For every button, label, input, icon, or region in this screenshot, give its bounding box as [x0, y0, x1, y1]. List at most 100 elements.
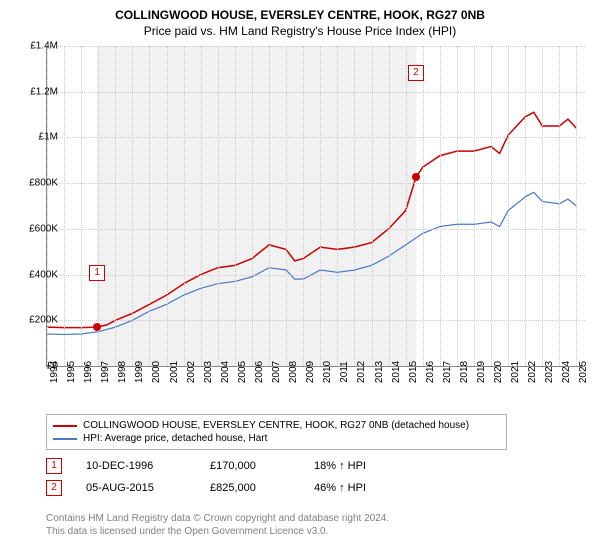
event-price: £170,000 — [210, 460, 290, 472]
x-axis-label: 2002 — [186, 361, 197, 383]
event-row: 2 05-AUG-2015 £825,000 46% ↑ HPI — [46, 480, 366, 496]
y-axis-label: £1.4M — [18, 41, 58, 52]
gridline-v — [303, 46, 304, 366]
gridline-v — [167, 46, 168, 366]
gridline-v — [269, 46, 270, 366]
legend-item: COLLINGWOOD HOUSE, EVERSLEY CENTRE, HOOK… — [53, 419, 500, 432]
legend-label: HPI: Average price, detached house, Hart — [83, 433, 267, 444]
y-axis-label: £200K — [18, 315, 58, 326]
event-marker-badge: 1 — [46, 458, 62, 474]
gridline-v — [440, 46, 441, 366]
x-axis-label: 2013 — [374, 361, 385, 383]
gridline-v — [132, 46, 133, 366]
y-axis-label: £600K — [18, 223, 58, 234]
gridline-v — [252, 46, 253, 366]
gridline-v — [149, 46, 150, 366]
gridline-v — [218, 46, 219, 366]
event-note: 18% ↑ HPI — [314, 460, 366, 472]
x-axis-label: 1996 — [83, 361, 94, 383]
gridline-v — [337, 46, 338, 366]
legend-label: COLLINGWOOD HOUSE, EVERSLEY CENTRE, HOOK… — [83, 420, 469, 431]
x-axis-label: 2019 — [476, 361, 487, 383]
plot-area: 12 — [46, 46, 585, 367]
x-axis-label: 2014 — [391, 361, 402, 383]
footer-line-2: This data is licensed under the Open Gov… — [46, 525, 389, 538]
x-axis-label: 2021 — [510, 361, 521, 383]
title-line-2: Price paid vs. HM Land Registry's House … — [0, 22, 600, 38]
gridline-v — [389, 46, 390, 366]
x-axis-label: 2018 — [459, 361, 470, 383]
gridline-v — [64, 46, 65, 366]
x-axis-label: 2012 — [356, 361, 367, 383]
title-line-1: COLLINGWOOD HOUSE, EVERSLEY CENTRE, HOOK… — [0, 0, 600, 22]
gridline-h — [47, 275, 585, 276]
x-axis-label: 2015 — [408, 361, 419, 383]
legend-box: COLLINGWOOD HOUSE, EVERSLEY CENTRE, HOOK… — [46, 414, 507, 450]
x-axis-label: 2024 — [561, 361, 572, 383]
x-axis-label: 2005 — [237, 361, 248, 383]
y-axis-label: £1M — [18, 132, 58, 143]
event-date: 05-AUG-2015 — [86, 482, 186, 494]
legend-swatch — [53, 425, 77, 427]
x-axis-label: 2001 — [169, 361, 180, 383]
gridline-v — [457, 46, 458, 366]
x-axis-label: 2025 — [578, 361, 589, 383]
marker-badge: 2 — [408, 65, 424, 81]
event-row: 1 10-DEC-1996 £170,000 18% ↑ HPI — [46, 458, 366, 474]
events-table: 1 10-DEC-1996 £170,000 18% ↑ HPI 2 05-AU… — [46, 458, 366, 502]
legend-swatch — [53, 438, 77, 440]
gridline-v — [235, 46, 236, 366]
x-axis-label: 2000 — [151, 361, 162, 383]
gridline-v — [81, 46, 82, 366]
x-axis-label: 1994 — [49, 361, 60, 383]
gridline-v — [406, 46, 407, 366]
gridline-v — [491, 46, 492, 366]
x-axis-label: 2022 — [527, 361, 538, 383]
event-marker-badge: 2 — [46, 480, 62, 496]
x-axis-label: 1999 — [134, 361, 145, 383]
x-axis-label: 1997 — [100, 361, 111, 383]
gridline-v — [542, 46, 543, 366]
gridline-v — [508, 46, 509, 366]
gridline-h — [47, 229, 585, 230]
footer-attribution: Contains HM Land Registry data © Crown c… — [46, 512, 389, 538]
x-axis-label: 2009 — [305, 361, 316, 383]
gridline-v — [98, 46, 99, 366]
x-axis-label: 2007 — [271, 361, 282, 383]
gridline-v — [354, 46, 355, 366]
gridline-v — [372, 46, 373, 366]
gridline-v — [201, 46, 202, 366]
gridline-v — [474, 46, 475, 366]
chart-container: COLLINGWOOD HOUSE, EVERSLEY CENTRE, HOOK… — [0, 0, 600, 560]
x-axis-label: 2011 — [339, 361, 350, 383]
gridline-h — [47, 46, 585, 47]
x-axis-label: 2016 — [425, 361, 436, 383]
gridline-h — [47, 137, 585, 138]
marker-badge: 1 — [89, 265, 105, 281]
x-axis-label: 2023 — [544, 361, 555, 383]
marker-dot — [412, 173, 420, 181]
event-date: 10-DEC-1996 — [86, 460, 186, 472]
x-axis-label: 2008 — [288, 361, 299, 383]
y-axis-label: £800K — [18, 178, 58, 189]
series-line-hpi — [47, 192, 576, 334]
footer-line-1: Contains HM Land Registry data © Crown c… — [46, 512, 389, 525]
gridline-v — [184, 46, 185, 366]
y-axis-label: £1.2M — [18, 86, 58, 97]
marker-dot — [93, 323, 101, 331]
x-axis-label: 2017 — [442, 361, 453, 383]
x-axis-label: 2004 — [220, 361, 231, 383]
gridline-v — [115, 46, 116, 366]
gridline-h — [47, 320, 585, 321]
legend-item: HPI: Average price, detached house, Hart — [53, 432, 500, 445]
x-axis-label: 2010 — [322, 361, 333, 383]
series-line-price_paid — [47, 112, 576, 327]
gridline-v — [559, 46, 560, 366]
y-axis-label: £400K — [18, 269, 58, 280]
x-axis-label: 1995 — [66, 361, 77, 383]
gridline-v — [525, 46, 526, 366]
gridline-v — [320, 46, 321, 366]
gridline-v — [286, 46, 287, 366]
x-axis-label: 1998 — [117, 361, 128, 383]
x-axis-label: 2006 — [254, 361, 265, 383]
